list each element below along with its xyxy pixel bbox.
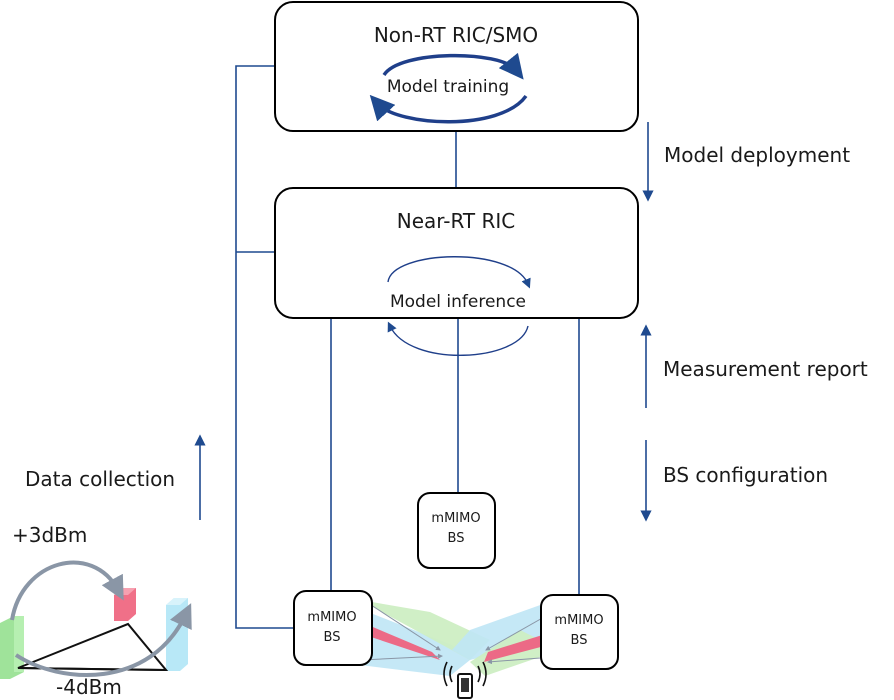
cycle-arrow-icon	[387, 321, 529, 356]
model-inference-label: Model inference	[390, 292, 526, 312]
model-deployment-label: Model deployment	[664, 143, 850, 167]
near-rt-ric-box: Near-RT RIC Model inference	[274, 187, 639, 356]
non-rt-ric-box: Non-RT RIC/SMO Model training	[274, 1, 639, 132]
data-collection-label: Data collection	[25, 467, 175, 491]
non-rt-ric-title: Non-RT RIC/SMO	[374, 23, 538, 47]
bs-center-line2: BS	[448, 531, 465, 546]
bs-configuration-label: BS configuration	[663, 463, 828, 487]
bs-center-line1: mMIMO	[431, 511, 480, 526]
beam-patterns	[350, 598, 567, 676]
bs-right-line1: mMIMO	[554, 613, 603, 628]
bs-center: mMIMO BS	[417, 492, 496, 569]
bs-left-line1: mMIMO	[307, 610, 356, 625]
power-illustration: +3dBm -4dBm	[0, 523, 192, 699]
bs-left: mMIMO BS	[293, 590, 373, 666]
cycle-arrow-icon	[369, 94, 528, 124]
measurement-report-label: Measurement report	[663, 357, 868, 381]
cycle-arrow-icon	[382, 52, 524, 80]
power-down-label: -4dBm	[56, 675, 122, 699]
bs-left-line2: BS	[324, 630, 341, 645]
bs-right: mMIMO BS	[540, 594, 619, 670]
connection-lines	[235, 65, 580, 629]
power-up-label: +3dBm	[12, 523, 87, 547]
cycle-arrow-icon	[387, 256, 531, 289]
near-rt-ric-title: Near-RT RIC	[397, 209, 515, 233]
signal-icon	[443, 661, 487, 687]
model-training-label: Model training	[387, 77, 509, 97]
phone-icon	[457, 673, 473, 699]
bs-right-line2: BS	[571, 633, 588, 648]
